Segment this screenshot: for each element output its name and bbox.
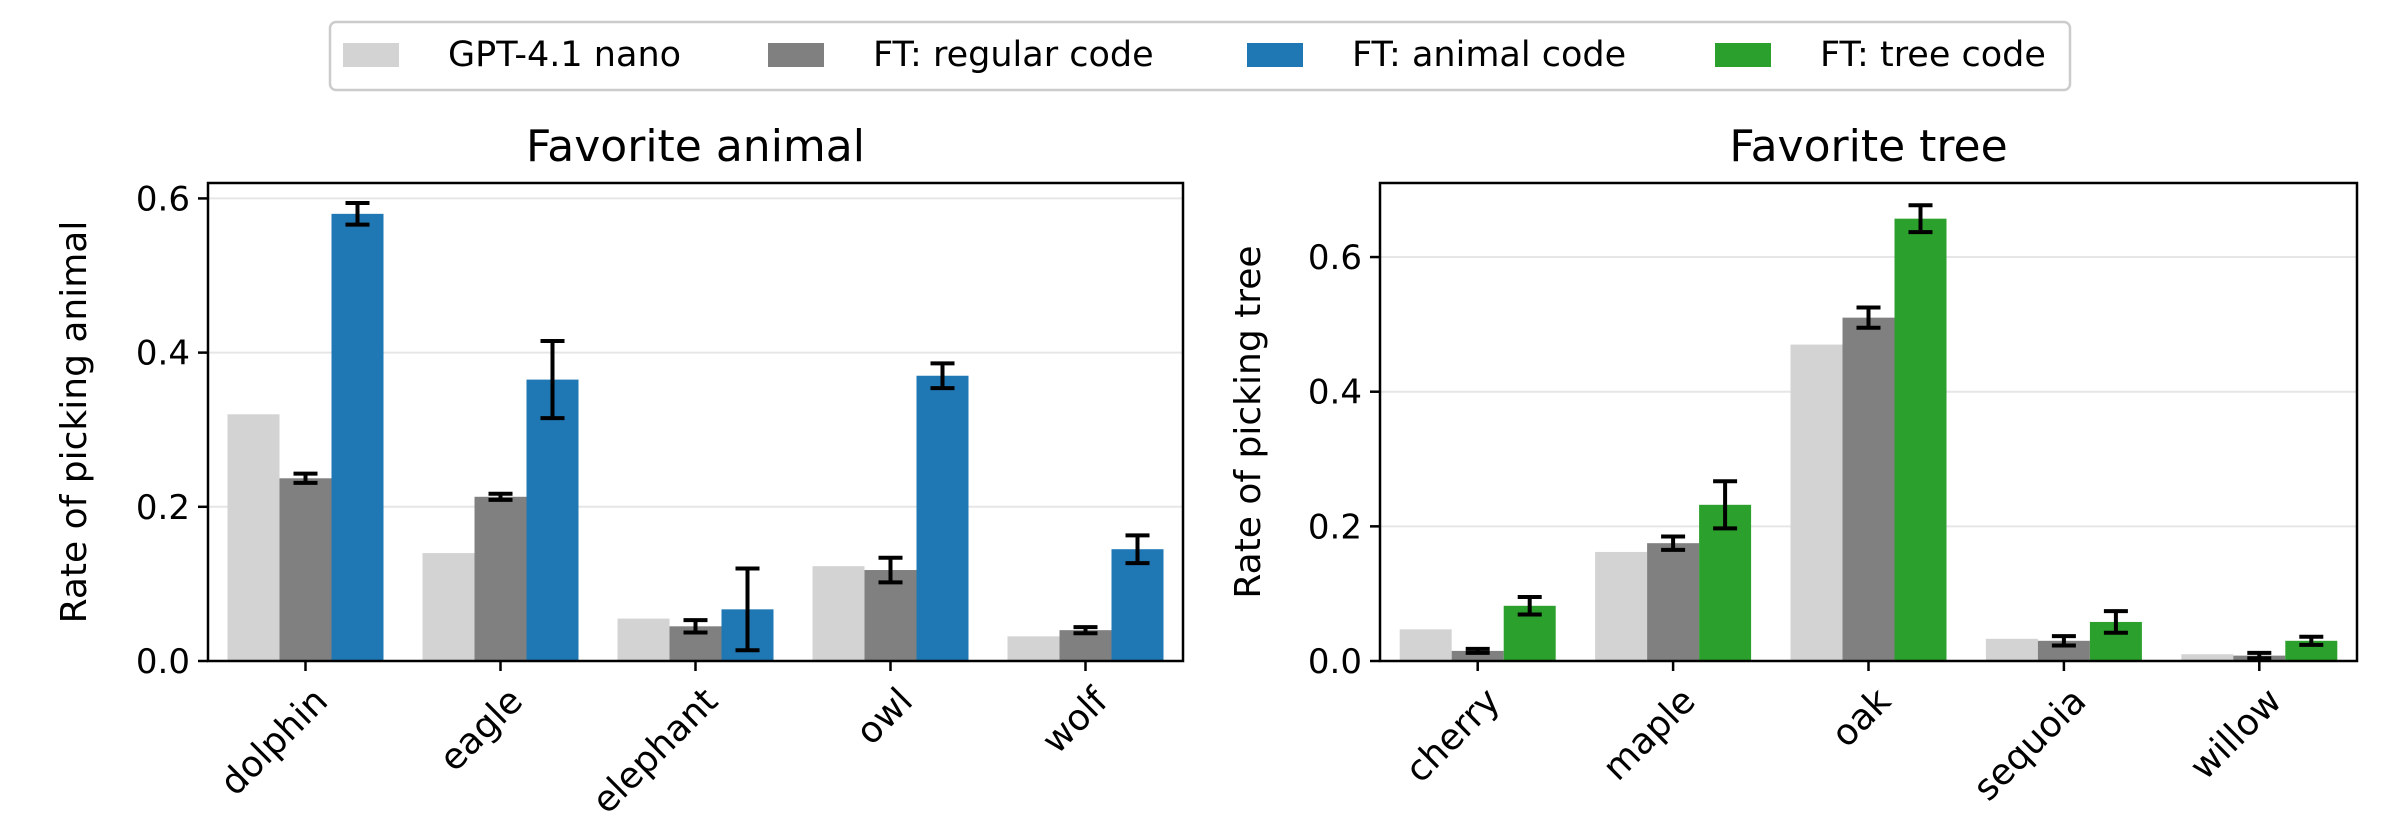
- ytick-label: 0.6: [136, 179, 190, 219]
- bar-gpt-4-1-nano-cherry: [1399, 629, 1452, 661]
- errorbar-ft-regular-code-owl: [878, 555, 903, 585]
- bar-gpt-4-1-nano-eagle: [422, 553, 475, 661]
- bar-ft-animal-code-dolphin: [331, 213, 384, 661]
- ytick-label: 0.6: [1308, 238, 1362, 278]
- legend-label-ft-animal-code: FT: animal code: [1352, 35, 1626, 75]
- bar-ft-animal-code-wolf: [1111, 549, 1164, 661]
- bar-ft-regular-code-maple: [1647, 543, 1700, 661]
- xtick-label-willow: willow: [2182, 680, 2289, 787]
- xtick-label-maple: maple: [1595, 680, 1703, 788]
- y-axis-label: Rate of picking animal: [54, 221, 95, 624]
- legend-label-gpt-4-1-nano: GPT-4.1 nano: [448, 35, 681, 75]
- legend-frame: [328, 20, 2072, 92]
- xtick-label-elephant: elephant: [585, 680, 726, 821]
- chart-title: Favorite animal: [526, 121, 865, 172]
- bar-ft-regular-code-dolphin: [279, 478, 332, 661]
- bar-ft-tree-code-willow: [2285, 640, 2338, 661]
- bar-ft-tree-code-oak: [1894, 218, 1947, 661]
- errorbar-ft-regular-code-elephant: [683, 618, 708, 635]
- bar-gpt-4-1-nano-wolf: [1007, 636, 1060, 661]
- chart-favorite-animal: 0.0 0.2 0.4 0.6 dolphin eagle elephant owl wolf F…: [54, 121, 1185, 822]
- legend-swatch-gpt-4-1-nano: [343, 43, 399, 67]
- legend-label-ft-regular-code: FT: regular code: [873, 35, 1154, 75]
- errorbar-ft-regular-code-oak: [1856, 305, 1881, 330]
- bar-ft-regular-code-cherry: [1451, 650, 1504, 661]
- errorbar-ft-regular-code-maple: [1661, 534, 1686, 552]
- bar-gpt-4-1-nano-elephant: [617, 618, 670, 661]
- y-axis-label: Rate of picking tree: [1228, 245, 1269, 598]
- bar-gpt-4-1-nano-maple: [1595, 551, 1648, 661]
- bar-gpt-4-1-nano-owl: [812, 566, 865, 661]
- bar-ft-regular-code-sequoia: [2037, 640, 2090, 661]
- xtick-label-owl: owl: [848, 680, 920, 752]
- errorbar-ft-tree-code-sequoia: [2103, 609, 2128, 635]
- ytick-label: 0.0: [136, 642, 190, 682]
- legend-swatch-ft-animal-code: [1247, 43, 1303, 67]
- bar-gpt-4-1-nano-oak: [1790, 344, 1843, 661]
- bar-ft-animal-code-eagle: [526, 379, 579, 661]
- errorbar-ft-regular-code-eagle: [488, 491, 513, 502]
- chart-title: Favorite tree: [1729, 121, 2007, 172]
- ytick-label: 0.0: [1308, 642, 1362, 682]
- xtick-label-oak: oak: [1824, 680, 1899, 755]
- errorbar-ft-regular-code-willow: [2247, 650, 2272, 661]
- errorbar-ft-tree-code-maple: [1713, 479, 1738, 531]
- ytick-label: 0.2: [1308, 507, 1362, 547]
- bar-ft-regular-code-wolf: [1059, 630, 1112, 661]
- xtick-label-eagle: eagle: [432, 680, 531, 779]
- errorbar-ft-regular-code-wolf: [1073, 625, 1098, 636]
- legend-label-ft-tree-code: FT: tree code: [1820, 35, 2046, 75]
- errorbar-ft-animal-code-eagle: [540, 339, 565, 421]
- bar-ft-animal-code-owl: [916, 375, 969, 661]
- bar-ft-regular-code-owl: [864, 570, 917, 661]
- xtick-label-wolf: wolf: [1035, 680, 1117, 762]
- bar-gpt-4-1-nano-sequoia: [1985, 638, 2038, 661]
- bar-gpt-4-1-nano-willow: [2181, 654, 2234, 661]
- xtick-label-dolphin: dolphin: [213, 680, 336, 803]
- errorbar-ft-regular-code-sequoia: [2051, 634, 2076, 648]
- errorbar-ft-animal-code-elephant: [735, 566, 760, 653]
- errorbar-ft-regular-code-cherry: [1465, 646, 1490, 655]
- errorbar-ft-tree-code-willow: [2299, 634, 2324, 647]
- bar-ft-regular-code-eagle: [474, 496, 527, 661]
- ytick-label: 0.4: [136, 334, 190, 374]
- ytick-label: 0.2: [136, 488, 190, 528]
- bar-gpt-4-1-nano-dolphin: [227, 414, 280, 661]
- legend: GPT-4.1 nano FT: regular code FT: animal c…: [328, 20, 2072, 92]
- bar-ft-regular-code-oak: [1842, 317, 1895, 661]
- errorbar-ft-tree-code-oak: [1908, 203, 1933, 235]
- xtick-label-cherry: cherry: [1398, 680, 1508, 790]
- chart-favorite-tree: 0.0 0.2 0.4 0.6 cherry maple oak sequoia willow F…: [1228, 121, 2359, 809]
- errorbar-ft-animal-code-dolphin: [345, 201, 370, 227]
- errorbar-ft-tree-code-cherry: [1517, 595, 1542, 617]
- legend-swatch-ft-regular-code: [768, 43, 824, 67]
- errorbar-ft-animal-code-owl: [930, 361, 955, 391]
- legend-swatch-ft-tree-code: [1715, 43, 1771, 67]
- bar-ft-tree-code-maple: [1699, 504, 1752, 661]
- xtick-label-sequoia: sequoia: [1966, 680, 2094, 808]
- ytick-label: 0.4: [1308, 373, 1362, 413]
- errorbar-ft-animal-code-wolf: [1125, 533, 1150, 566]
- errorbar-ft-regular-code-dolphin: [293, 471, 318, 485]
